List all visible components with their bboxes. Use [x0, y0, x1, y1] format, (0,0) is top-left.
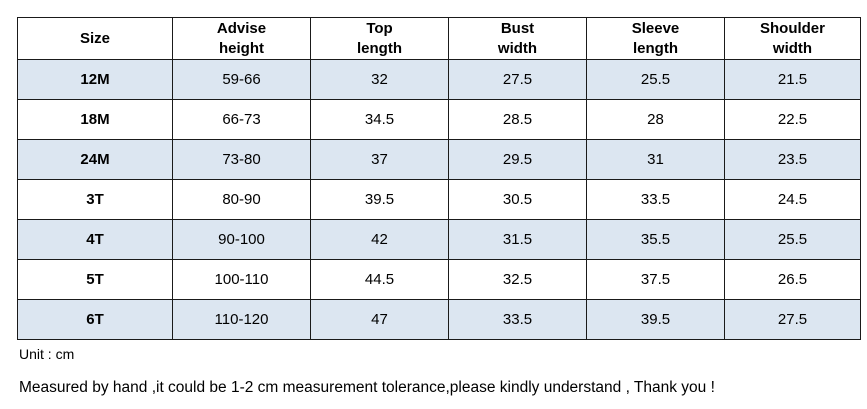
sleeve-length-cell: 31 — [586, 139, 725, 180]
table-row: 4T 90-100 42 31.5 35.5 25.5 — [17, 219, 861, 260]
advise-height-cell: 80-90 — [172, 179, 311, 220]
size-cell: 18M — [17, 99, 173, 140]
shoulder-width-cell: 26.5 — [724, 259, 861, 300]
size-cell: 5T — [17, 259, 173, 300]
sleeve-length-cell: 39.5 — [586, 299, 725, 340]
top-length-cell: 47 — [310, 299, 449, 340]
top-length-cell: 39.5 — [310, 179, 449, 220]
size-cell: 3T — [17, 179, 173, 220]
sleeve-length-cell: 35.5 — [586, 219, 725, 260]
table-row: 24M 73-80 37 29.5 31 23.5 — [17, 139, 861, 180]
bust-width-cell: 33.5 — [448, 299, 587, 340]
sleeve-length-cell: 28 — [586, 99, 725, 140]
advise-height-cell: 100-110 — [172, 259, 311, 300]
bust-width-cell: 28.5 — [448, 99, 587, 140]
advise-height-cell: 59-66 — [172, 59, 311, 100]
size-cell: 6T — [17, 299, 173, 340]
shoulder-width-cell: 25.5 — [724, 219, 861, 260]
top-length-cell: 34.5 — [310, 99, 449, 140]
advise-height-cell: 110-120 — [172, 299, 311, 340]
header-size: Size — [17, 17, 173, 60]
advise-height-cell: 73-80 — [172, 139, 311, 180]
header-shoulder-width: Shoulder width — [724, 17, 861, 60]
shoulder-width-cell: 27.5 — [724, 299, 861, 340]
unit-note: Unit : cm — [19, 346, 75, 362]
header-sleeve-length: Sleeve length — [586, 17, 725, 60]
table-row: 5T 100-110 44.5 32.5 37.5 26.5 — [17, 259, 861, 300]
sleeve-length-cell: 33.5 — [586, 179, 725, 220]
size-cell: 12M — [17, 59, 173, 100]
header-top-length: Top length — [310, 17, 449, 60]
advise-height-cell: 90-100 — [172, 219, 311, 260]
advise-height-cell: 66-73 — [172, 99, 311, 140]
header-advise-height: Advise height — [172, 17, 311, 60]
size-cell: 4T — [17, 219, 173, 260]
size-chart-table: Size Advise height Top length Bust width… — [17, 17, 861, 340]
tolerance-note: Measured by hand ,it could be 1-2 cm mea… — [19, 379, 715, 396]
shoulder-width-cell: 22.5 — [724, 99, 861, 140]
bust-width-cell: 32.5 — [448, 259, 587, 300]
table-row: 6T 110-120 47 33.5 39.5 27.5 — [17, 299, 861, 340]
top-length-cell: 44.5 — [310, 259, 449, 300]
top-length-cell: 42 — [310, 219, 449, 260]
header-bust-width: Bust width — [448, 17, 587, 60]
bust-width-cell: 27.5 — [448, 59, 587, 100]
sleeve-length-cell: 37.5 — [586, 259, 725, 300]
top-length-cell: 37 — [310, 139, 449, 180]
shoulder-width-cell: 23.5 — [724, 139, 861, 180]
table-row: 3T 80-90 39.5 30.5 33.5 24.5 — [17, 179, 861, 220]
table-row: 12M 59-66 32 27.5 25.5 21.5 — [17, 59, 861, 100]
bust-width-cell: 30.5 — [448, 179, 587, 220]
sleeve-length-cell: 25.5 — [586, 59, 725, 100]
shoulder-width-cell: 24.5 — [724, 179, 861, 220]
shoulder-width-cell: 21.5 — [724, 59, 861, 100]
table-header-row: Size Advise height Top length Bust width… — [17, 17, 861, 60]
size-cell: 24M — [17, 139, 173, 180]
bust-width-cell: 31.5 — [448, 219, 587, 260]
top-length-cell: 32 — [310, 59, 449, 100]
table-row: 18M 66-73 34.5 28.5 28 22.5 — [17, 99, 861, 140]
bust-width-cell: 29.5 — [448, 139, 587, 180]
